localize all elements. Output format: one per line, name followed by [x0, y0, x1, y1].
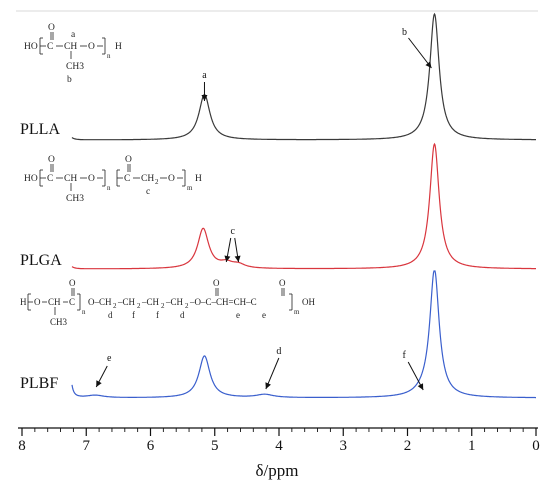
x-tick-label: 0: [532, 438, 540, 454]
svg-text:OH: OH: [302, 297, 315, 307]
annotation-label-d: d: [276, 346, 281, 357]
plla-methyl: CH3: [66, 62, 84, 72]
spectrum-line-plla: [71, 12, 536, 141]
plla-carbonyl-o: O: [48, 23, 55, 33]
svg-text:CH: CH: [141, 174, 154, 184]
plga-structure: HO C O CH CH3 O n C O CH 2 c O: [24, 155, 202, 204]
svg-text:H: H: [20, 297, 27, 307]
plla-n: n: [107, 52, 111, 60]
svg-text:C: C: [47, 42, 53, 52]
x-tick-label: 8: [18, 438, 26, 454]
svg-text:–O–C–CH=CH–C: –O–C–CH=CH–C: [189, 297, 257, 307]
plbf-n: n: [82, 308, 86, 316]
x-axis: 8 7 6 5 4 3 2 1 0: [18, 427, 540, 454]
svg-text:H: H: [195, 174, 202, 184]
x-axis-label: δ/ppm: [256, 461, 299, 480]
annotation-arrow-d: [265, 357, 280, 390]
x-tick-label: 4: [275, 438, 283, 454]
x-tick-label: 7: [83, 438, 91, 454]
svg-text:O: O: [168, 174, 175, 184]
plbf-m: m: [294, 308, 300, 316]
svg-text:–CH: –CH: [165, 297, 184, 307]
x-tick-label: 1: [468, 438, 476, 454]
svg-text:2: 2: [113, 302, 117, 310]
annotation-arrow-e: [95, 365, 108, 388]
plga-methyl: CH3: [66, 194, 84, 204]
annotation-arrow-a: [201, 82, 208, 101]
spectra-traces: [71, 12, 536, 399]
x-tick-label: 2: [404, 438, 412, 454]
svg-text:CH: CH: [64, 174, 77, 184]
svg-text:HO: HO: [24, 174, 38, 184]
svg-text:C: C: [124, 174, 130, 184]
series-label-plbf: PLBF: [20, 375, 58, 392]
x-tick-label: 3: [340, 438, 348, 454]
svg-text:2: 2: [155, 178, 159, 186]
plbf-methyl: CH3: [50, 317, 68, 327]
x-tick-label: 6: [147, 438, 155, 454]
plbf-structure: H O CH CH3 C O n O–CH 2 d –CH 2 f –CH 2 …: [20, 278, 315, 327]
annotation-arrow-f: [407, 361, 424, 391]
annotation-label-e: e: [107, 353, 112, 364]
svg-text:CH: CH: [64, 42, 77, 52]
svg-text:–CH: –CH: [117, 297, 136, 307]
svg-text:O–CH: O–CH: [88, 297, 112, 307]
annotation-arrow-b: [408, 37, 432, 69]
plla-structure: HO C O CH a CH3 b O n H: [24, 23, 122, 85]
svg-text:H: H: [115, 42, 122, 52]
svg-text:C: C: [47, 174, 53, 184]
svg-text:O: O: [279, 278, 286, 288]
x-tick-label: 5: [211, 438, 219, 454]
plla-label-b: b: [67, 75, 72, 85]
annotation-arrow-c-left: [224, 237, 232, 263]
svg-text:O: O: [34, 297, 41, 307]
plla-label-a: a: [71, 30, 76, 40]
svg-text:O: O: [88, 42, 95, 52]
svg-text:f: f: [132, 310, 135, 320]
svg-text:–CH: –CH: [141, 297, 160, 307]
svg-text:2: 2: [137, 302, 141, 310]
svg-text:2: 2: [161, 302, 165, 310]
series-label-plga: PLGA: [20, 252, 62, 269]
plbf-carbonyl-o: O: [69, 278, 76, 288]
plla-structure-formula: HO: [24, 42, 38, 52]
svg-text:e: e: [236, 310, 240, 320]
svg-text:e: e: [262, 310, 266, 320]
spectrum-line-plga: [71, 142, 536, 270]
annotation-label-b: b: [402, 27, 407, 38]
svg-text:CH: CH: [48, 297, 61, 307]
svg-text:C: C: [69, 297, 75, 307]
svg-text:O: O: [88, 174, 95, 184]
svg-text:d: d: [108, 310, 113, 320]
annotation-arrow-c-right: [234, 237, 241, 263]
plga-label-c: c: [146, 187, 150, 197]
plga-carbonyl-o: O: [48, 155, 55, 165]
peak-annotations: a b c e d f: [95, 27, 432, 391]
svg-text:f: f: [156, 310, 159, 320]
svg-text:O: O: [213, 278, 220, 288]
annotation-label-a: a: [202, 70, 207, 81]
series-label-plla: PLLA: [20, 121, 60, 138]
plga-n: n: [107, 184, 111, 192]
svg-text:d: d: [180, 310, 185, 320]
plga-m: m: [187, 184, 193, 192]
spectrum-line-plbf: [71, 270, 536, 399]
svg-text:2: 2: [185, 302, 189, 310]
annotation-label-c: c: [231, 226, 236, 237]
svg-text:O: O: [125, 155, 132, 165]
annotation-label-f: f: [403, 350, 407, 361]
